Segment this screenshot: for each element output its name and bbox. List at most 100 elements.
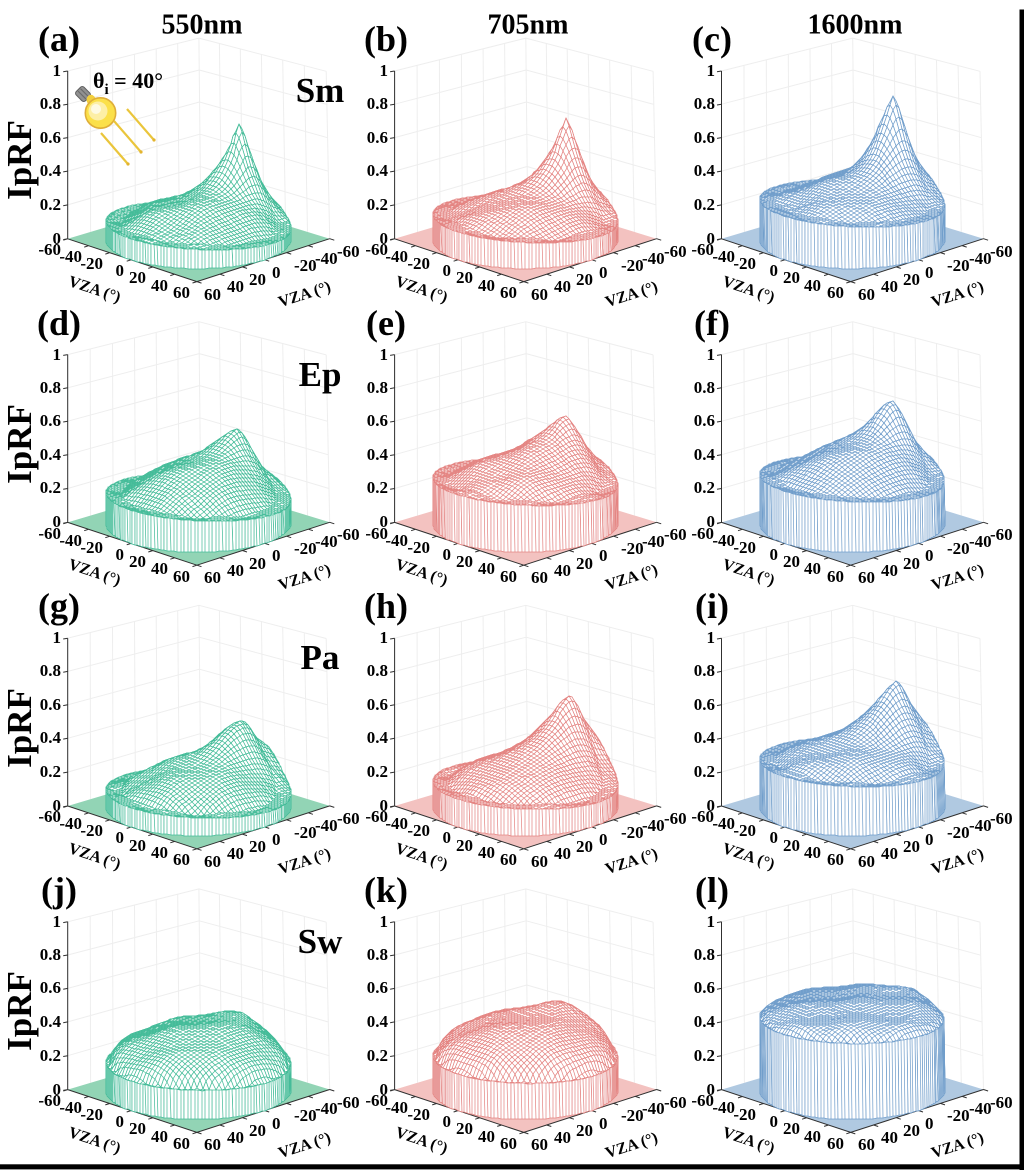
svg-text:40: 40 bbox=[554, 277, 571, 296]
svg-text:IpRF: IpRF bbox=[0, 971, 39, 1051]
svg-text:0: 0 bbox=[272, 1114, 281, 1133]
svg-text:-60: -60 bbox=[664, 525, 687, 544]
svg-text:60: 60 bbox=[173, 1134, 190, 1153]
svg-text:20: 20 bbox=[456, 1119, 473, 1138]
svg-text:20: 20 bbox=[129, 1119, 146, 1138]
svg-text:-40: -40 bbox=[385, 814, 408, 833]
svg-text:-40: -40 bbox=[642, 1099, 665, 1118]
svg-text:20: 20 bbox=[576, 270, 593, 289]
svg-text:IpRF: IpRF bbox=[0, 688, 39, 768]
svg-text:20: 20 bbox=[249, 554, 266, 573]
svg-text:-20: -20 bbox=[733, 254, 756, 273]
svg-text:0: 0 bbox=[707, 1080, 716, 1099]
svg-text:0: 0 bbox=[770, 828, 779, 847]
svg-text:-40: -40 bbox=[385, 247, 408, 266]
svg-text:60: 60 bbox=[204, 285, 221, 304]
svg-text:-40: -40 bbox=[642, 816, 665, 835]
svg-text:40: 40 bbox=[478, 1127, 495, 1146]
svg-text:(j): (j) bbox=[41, 870, 77, 910]
svg-text:-60: -60 bbox=[990, 809, 1013, 828]
svg-text:0: 0 bbox=[925, 1114, 934, 1133]
svg-text:0.2: 0.2 bbox=[367, 478, 388, 497]
svg-text:20: 20 bbox=[129, 836, 146, 855]
svg-text:-20: -20 bbox=[407, 821, 430, 840]
svg-text:1: 1 bbox=[707, 345, 716, 364]
svg-text:-20: -20 bbox=[621, 823, 644, 842]
svg-text:40: 40 bbox=[804, 843, 821, 862]
svg-text:0: 0 bbox=[443, 1112, 452, 1131]
svg-text:-20: -20 bbox=[80, 1105, 103, 1124]
svg-text:-20: -20 bbox=[80, 538, 103, 557]
svg-text:60: 60 bbox=[500, 850, 517, 869]
svg-text:(b): (b) bbox=[364, 19, 408, 59]
svg-text:20: 20 bbox=[783, 552, 800, 571]
svg-text:40: 40 bbox=[227, 561, 244, 580]
svg-text:0: 0 bbox=[53, 796, 62, 815]
svg-text:-40: -40 bbox=[712, 814, 735, 833]
svg-text:-60: -60 bbox=[337, 242, 360, 261]
svg-text:1: 1 bbox=[707, 628, 716, 647]
svg-text:-20: -20 bbox=[407, 538, 430, 557]
svg-text:0.6: 0.6 bbox=[40, 978, 61, 997]
svg-text:0.6: 0.6 bbox=[40, 695, 61, 714]
svg-text:0: 0 bbox=[380, 796, 389, 815]
svg-text:40: 40 bbox=[881, 561, 898, 580]
svg-text:1: 1 bbox=[707, 912, 716, 931]
svg-text:0.4: 0.4 bbox=[40, 161, 62, 180]
svg-text:0.8: 0.8 bbox=[367, 378, 388, 397]
svg-text:40: 40 bbox=[881, 1128, 898, 1147]
svg-text:1: 1 bbox=[380, 61, 389, 80]
svg-text:0.2: 0.2 bbox=[40, 762, 61, 781]
svg-text:0.2: 0.2 bbox=[694, 478, 715, 497]
svg-text:60: 60 bbox=[827, 283, 844, 302]
svg-text:0: 0 bbox=[925, 263, 934, 282]
svg-text:-60: -60 bbox=[990, 1093, 1013, 1112]
svg-text:40: 40 bbox=[478, 843, 495, 862]
svg-text:0: 0 bbox=[272, 830, 281, 849]
svg-text:0: 0 bbox=[599, 263, 608, 282]
svg-text:60: 60 bbox=[204, 1135, 221, 1154]
svg-text:-40: -40 bbox=[712, 531, 735, 550]
svg-text:0: 0 bbox=[707, 796, 716, 815]
svg-text:-60: -60 bbox=[664, 1093, 687, 1112]
svg-text:20: 20 bbox=[903, 270, 920, 289]
svg-text:60: 60 bbox=[858, 285, 875, 304]
svg-text:(e): (e) bbox=[366, 303, 406, 343]
svg-text:0: 0 bbox=[116, 545, 125, 564]
svg-text:-20: -20 bbox=[947, 1106, 970, 1125]
svg-text:20: 20 bbox=[249, 270, 266, 289]
svg-text:-40: -40 bbox=[59, 814, 82, 833]
svg-text:-40: -40 bbox=[315, 1099, 338, 1118]
svg-text:0.6: 0.6 bbox=[367, 128, 388, 147]
svg-text:-60: -60 bbox=[337, 525, 360, 544]
svg-text:-20: -20 bbox=[733, 538, 756, 557]
svg-text:40: 40 bbox=[478, 276, 495, 295]
svg-text:0.8: 0.8 bbox=[694, 661, 715, 680]
svg-text:40: 40 bbox=[881, 844, 898, 863]
svg-text:1: 1 bbox=[380, 912, 389, 931]
svg-text:-40: -40 bbox=[712, 247, 735, 266]
svg-text:0.6: 0.6 bbox=[367, 411, 388, 430]
svg-text:(h): (h) bbox=[364, 586, 408, 626]
svg-text:40: 40 bbox=[478, 559, 495, 578]
svg-text:40: 40 bbox=[804, 1127, 821, 1146]
svg-text:0.4: 0.4 bbox=[694, 445, 716, 464]
svg-text:0: 0 bbox=[443, 545, 452, 564]
svg-text:(a): (a) bbox=[38, 19, 80, 59]
svg-text:60: 60 bbox=[204, 852, 221, 871]
svg-text:0.2: 0.2 bbox=[694, 195, 715, 214]
svg-text:40: 40 bbox=[554, 844, 571, 863]
svg-text:1: 1 bbox=[380, 628, 389, 647]
svg-text:IpRF: IpRF bbox=[0, 404, 39, 484]
svg-text:1: 1 bbox=[707, 61, 716, 80]
svg-text:0.2: 0.2 bbox=[40, 1046, 61, 1065]
svg-text:-40: -40 bbox=[969, 249, 992, 268]
svg-text:-20: -20 bbox=[733, 821, 756, 840]
svg-text:0.2: 0.2 bbox=[367, 1046, 388, 1065]
svg-text:0.4: 0.4 bbox=[40, 1012, 62, 1031]
svg-text:-60: -60 bbox=[990, 525, 1013, 544]
svg-text:60: 60 bbox=[827, 567, 844, 586]
svg-text:0: 0 bbox=[599, 546, 608, 565]
svg-text:-20: -20 bbox=[294, 256, 317, 275]
svg-text:20: 20 bbox=[129, 268, 146, 287]
